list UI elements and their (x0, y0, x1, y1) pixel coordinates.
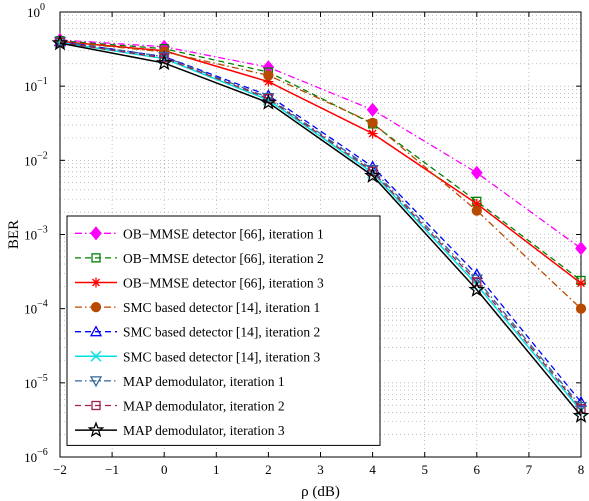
x-axis-title: ρ (dB) (301, 484, 340, 500)
marker-circle (90, 301, 102, 313)
legend-box (66, 215, 381, 446)
marker-star (155, 54, 173, 71)
legend-item: SMC based detector [14], iteration 3 (75, 349, 320, 364)
marker-asterisk (263, 76, 274, 87)
marker-star (572, 406, 589, 423)
legend-item: MAP demodulator, iteration 3 (75, 421, 285, 438)
legend-label: MAP demodulator, iteration 3 (123, 423, 285, 438)
legend-label: OB−MMSE detector [66], iteration 1 (123, 226, 324, 241)
marker-triangle-down (574, 401, 588, 413)
series-lines (51, 32, 589, 423)
x-tick-label: 6 (474, 462, 481, 477)
series-line (59, 40, 582, 403)
legend-label: SMC based detector [14], iteration 1 (123, 300, 320, 315)
x-tick-label: 2 (265, 462, 272, 477)
legend-item: MAP demodulator, iteration 1 (75, 374, 285, 389)
y-tick-label: 10−1 (24, 76, 48, 94)
legend-label: OB−MMSE detector [66], iteration 3 (123, 276, 324, 291)
y-tick-label: 10−2 (24, 150, 48, 168)
marker-star (51, 34, 69, 51)
y-tick-label: 10−3 (24, 225, 48, 243)
x-tick-label: 0 (161, 462, 168, 477)
series-line (59, 40, 582, 310)
marker-square (159, 53, 169, 63)
marker-star (468, 280, 486, 297)
legend-label: SMC based detector [14], iteration 2 (123, 325, 320, 340)
legend-item: OB−MMSE detector [66], iteration 3 (75, 276, 324, 291)
x-tick-label: 4 (369, 462, 376, 477)
marker-square (91, 400, 101, 411)
marker-asterisk (91, 277, 101, 288)
series-line (59, 40, 582, 284)
x-tick-label: −2 (53, 462, 67, 477)
marker-diamond (470, 165, 483, 180)
series-line (59, 40, 582, 407)
legend-item: SMC based detector [14], iteration 1 (75, 300, 320, 315)
marker-circle (575, 303, 587, 314)
marker-circle (367, 117, 378, 129)
y-tick-label: 10−6 (24, 447, 48, 465)
y-axis-title: BER (6, 220, 22, 249)
marker-diamond (575, 241, 587, 256)
x-tick-label: 1 (213, 462, 220, 477)
x-tick-label: −1 (105, 462, 119, 477)
y-tick-label: 10−5 (24, 373, 48, 391)
x-tick-label: 3 (317, 462, 324, 477)
x-tick-label: 8 (578, 462, 585, 477)
legend-label: OB−MMSE detector [66], iteration 2 (123, 251, 324, 266)
marker-star (259, 93, 277, 110)
series-line (59, 42, 582, 417)
y-tick-label: 10−4 (24, 299, 48, 317)
series-line (59, 41, 582, 412)
x-tick-label: 7 (526, 462, 533, 477)
marker-diamond (90, 226, 102, 241)
marker-triangle-down (89, 376, 103, 388)
marker-square (576, 403, 586, 414)
legend-label: SMC based detector [14], iteration 3 (123, 349, 320, 364)
series-line (59, 41, 582, 409)
marker-circle (263, 70, 274, 81)
x-tick-label: 5 (421, 462, 428, 477)
marker-diamond (366, 102, 379, 117)
legend-item: OB−MMSE detector [66], iteration 1 (75, 226, 324, 241)
marker-star (364, 166, 382, 183)
axis-ticks: −2 −1 0 1 2 3 4 5 6 7 8 100 10−1 10−2 10−3 10−4 10−5 10−6 (24, 2, 584, 477)
legend-label: MAP demodulator, iteration 1 (123, 374, 285, 389)
legend-item: OB−MMSE detector [66], iteration 2 (75, 251, 324, 266)
marker-star (87, 421, 105, 438)
legend-item: SMC based detector [14], iteration 2 (75, 325, 320, 340)
legend: OB−MMSE detector [66], iteration 1 OB−MMS… (66, 215, 381, 446)
legend-label: MAP demodulator, iteration 2 (123, 399, 285, 414)
y-tick-label: 100 (27, 2, 45, 20)
marker-asterisk (576, 278, 586, 289)
marker-x (90, 350, 102, 362)
series-line (59, 39, 582, 249)
marker-asterisk (367, 128, 378, 139)
marker-triangle-up (89, 325, 103, 337)
marker-asterisk (471, 198, 482, 209)
marker-square (472, 277, 482, 287)
series-9 (51, 34, 589, 423)
marker-square (91, 253, 101, 263)
marker-circle (471, 205, 482, 216)
legend-item: MAP demodulator, iteration 2 (75, 399, 285, 414)
